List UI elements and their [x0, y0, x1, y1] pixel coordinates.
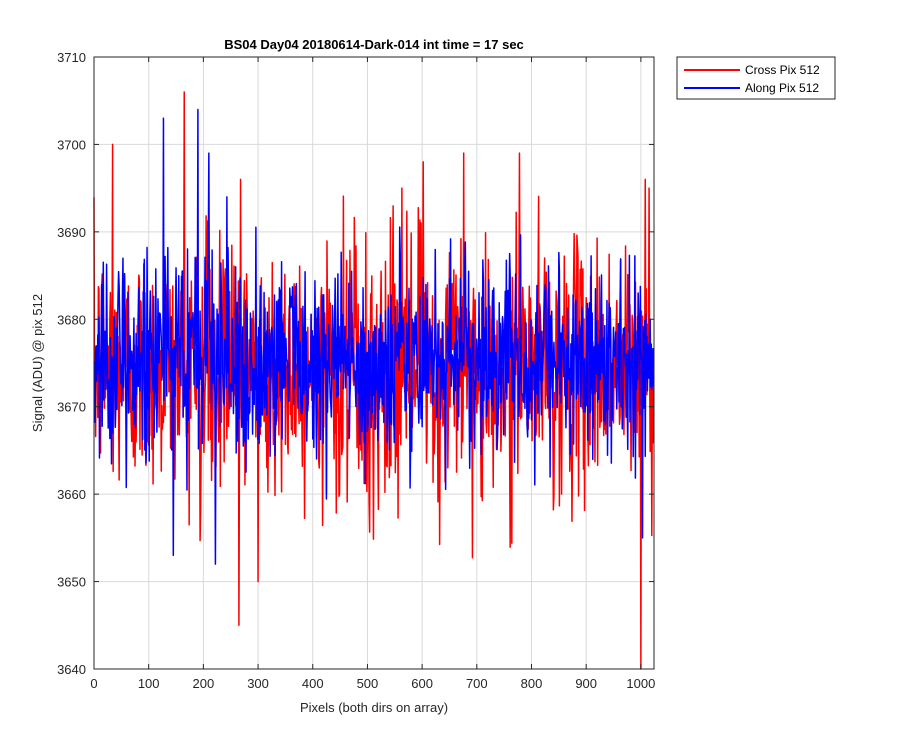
series-layer — [93, 91, 655, 670]
legend-box — [676, 56, 836, 100]
x-tick-label: 300 — [247, 676, 269, 691]
x-tick-label: 800 — [521, 676, 543, 691]
y-tick-label: 3700 — [57, 137, 86, 152]
x-tick-label: 1000 — [626, 676, 655, 691]
y-tick-label: 3710 — [57, 50, 86, 65]
y-tick-label: 3670 — [57, 400, 86, 415]
x-tick-label: 600 — [411, 676, 433, 691]
legend-label-along: Along Pix 512 — [745, 81, 819, 95]
tick-labels: 0 100 200 300 400 500 600 700 800 900 1000 3640 3650… — [57, 50, 655, 691]
chart-title: BS04 Day04 20180614-Dark-014 int time = … — [224, 37, 524, 52]
x-axis-label: Pixels (both dirs on array) — [300, 700, 448, 715]
y-tick-label: 3680 — [57, 312, 86, 327]
legend[interactable]: Cross Pix 512 Along Pix 512 — [676, 56, 836, 100]
plot-frame — [93, 56, 655, 670]
series-line-along-pix — [93, 108, 655, 565]
y-tick-label: 3660 — [57, 487, 86, 502]
x-tick-label: 100 — [138, 676, 160, 691]
ticks — [93, 56, 654, 670]
x-tick-label: 900 — [575, 676, 597, 691]
x-tick-label: 500 — [357, 676, 379, 691]
x-tick-label: 0 — [90, 676, 97, 691]
y-axis-label: Signal (ADU) @ pix 512 — [30, 294, 45, 432]
legend-label-cross: Cross Pix 512 — [745, 63, 820, 77]
y-tick-label: 3650 — [57, 575, 86, 590]
x-tick-label: 700 — [466, 676, 488, 691]
x-tick-label: 200 — [193, 676, 215, 691]
y-tick-label: 3640 — [57, 662, 86, 677]
x-tick-label: 400 — [302, 676, 324, 691]
y-tick-label: 3690 — [57, 225, 86, 240]
